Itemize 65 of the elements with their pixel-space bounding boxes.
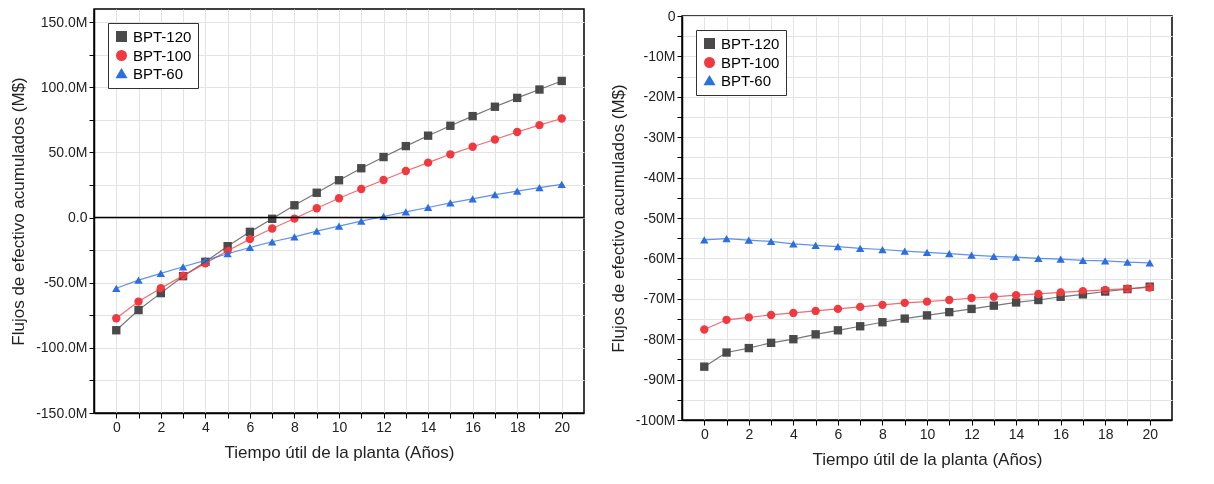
y-axis-title: Flujos de efectivo acumulados (M$) bbox=[9, 77, 29, 346]
y-tick-label: 150.0M bbox=[40, 13, 88, 30]
legend-label: BPT-120 bbox=[133, 27, 192, 45]
x-tick-label: 10 bbox=[919, 425, 936, 442]
point bbox=[112, 284, 121, 292]
x-tick-label: 4 bbox=[201, 418, 210, 435]
point bbox=[722, 348, 731, 357]
y-tick-label: -90M bbox=[643, 371, 676, 388]
x-tick-label: 0 bbox=[112, 418, 121, 435]
y-tick-label: -70M bbox=[643, 290, 676, 307]
point bbox=[557, 180, 566, 188]
y-tick-label: 100.0M bbox=[40, 78, 88, 95]
y-tick-label: -40M bbox=[643, 169, 676, 186]
x-tick-label: 12 bbox=[964, 425, 981, 442]
y-tick-label: -30M bbox=[643, 128, 676, 145]
point bbox=[811, 330, 820, 339]
x-tick-label: 6 bbox=[246, 418, 255, 435]
x-tick-label: 8 bbox=[291, 418, 300, 435]
x-tick-label: 18 bbox=[1097, 425, 1114, 442]
x-tick-label: 14 bbox=[1008, 425, 1025, 442]
x-axis-title: Tiempo útil de la planta (Años) bbox=[812, 449, 1043, 469]
y-tick-label: -100.0M bbox=[36, 339, 88, 356]
point bbox=[312, 227, 321, 235]
x-tick-label: 20 bbox=[554, 418, 571, 435]
legend-label: BPT-60 bbox=[133, 64, 184, 82]
point bbox=[334, 222, 344, 230]
y-tick-label: -60M bbox=[643, 249, 676, 266]
point bbox=[401, 208, 410, 216]
x-tick-label: 2 bbox=[745, 425, 754, 442]
x-tick-label: 10 bbox=[331, 418, 348, 435]
legend-label: BPT-100 bbox=[721, 53, 780, 71]
y-tick-label: -150.0M bbox=[36, 404, 88, 421]
x-tick-label: 14 bbox=[420, 418, 437, 435]
point bbox=[535, 85, 544, 94]
point bbox=[134, 276, 143, 284]
x-tick-label: 4 bbox=[789, 425, 798, 442]
x-tick-label: 16 bbox=[465, 418, 482, 435]
x-tick-label: 16 bbox=[1053, 425, 1070, 442]
y-tick-label: -100M bbox=[635, 411, 676, 428]
legend-label: BPT-120 bbox=[721, 34, 780, 52]
y-tick-label: -50.0M bbox=[43, 274, 88, 291]
x-tick-label: 12 bbox=[376, 418, 393, 435]
y-axis-title: Flujos de efectivo acumulados (M$) bbox=[608, 84, 628, 353]
point bbox=[446, 199, 455, 207]
point bbox=[700, 362, 709, 371]
x-tick-label: 8 bbox=[879, 425, 888, 442]
legend-label: BPT-60 bbox=[721, 71, 772, 89]
x-tick-label: 2 bbox=[157, 418, 166, 435]
y-tick-label: 0.0 bbox=[68, 209, 88, 226]
y-tick-label: -50M bbox=[643, 209, 676, 226]
x-tick-label: 18 bbox=[509, 418, 526, 435]
x-tick-label: 20 bbox=[1142, 425, 1159, 442]
point bbox=[989, 252, 998, 260]
y-tick-label: 0 bbox=[667, 7, 676, 24]
x-tick-label: 6 bbox=[834, 425, 843, 442]
y-tick-label: -80M bbox=[643, 330, 676, 347]
y-tick-label: 50.0M bbox=[48, 143, 88, 160]
x-tick-label: 0 bbox=[700, 425, 709, 442]
point bbox=[1011, 253, 1021, 261]
legend-label: BPT-100 bbox=[133, 46, 192, 64]
y-tick-label: -10M bbox=[643, 47, 676, 64]
point bbox=[468, 195, 477, 203]
y-tick-label: -20M bbox=[643, 88, 676, 105]
x-axis-title: Tiempo útil de la planta (Años) bbox=[224, 442, 455, 462]
point bbox=[856, 244, 865, 252]
